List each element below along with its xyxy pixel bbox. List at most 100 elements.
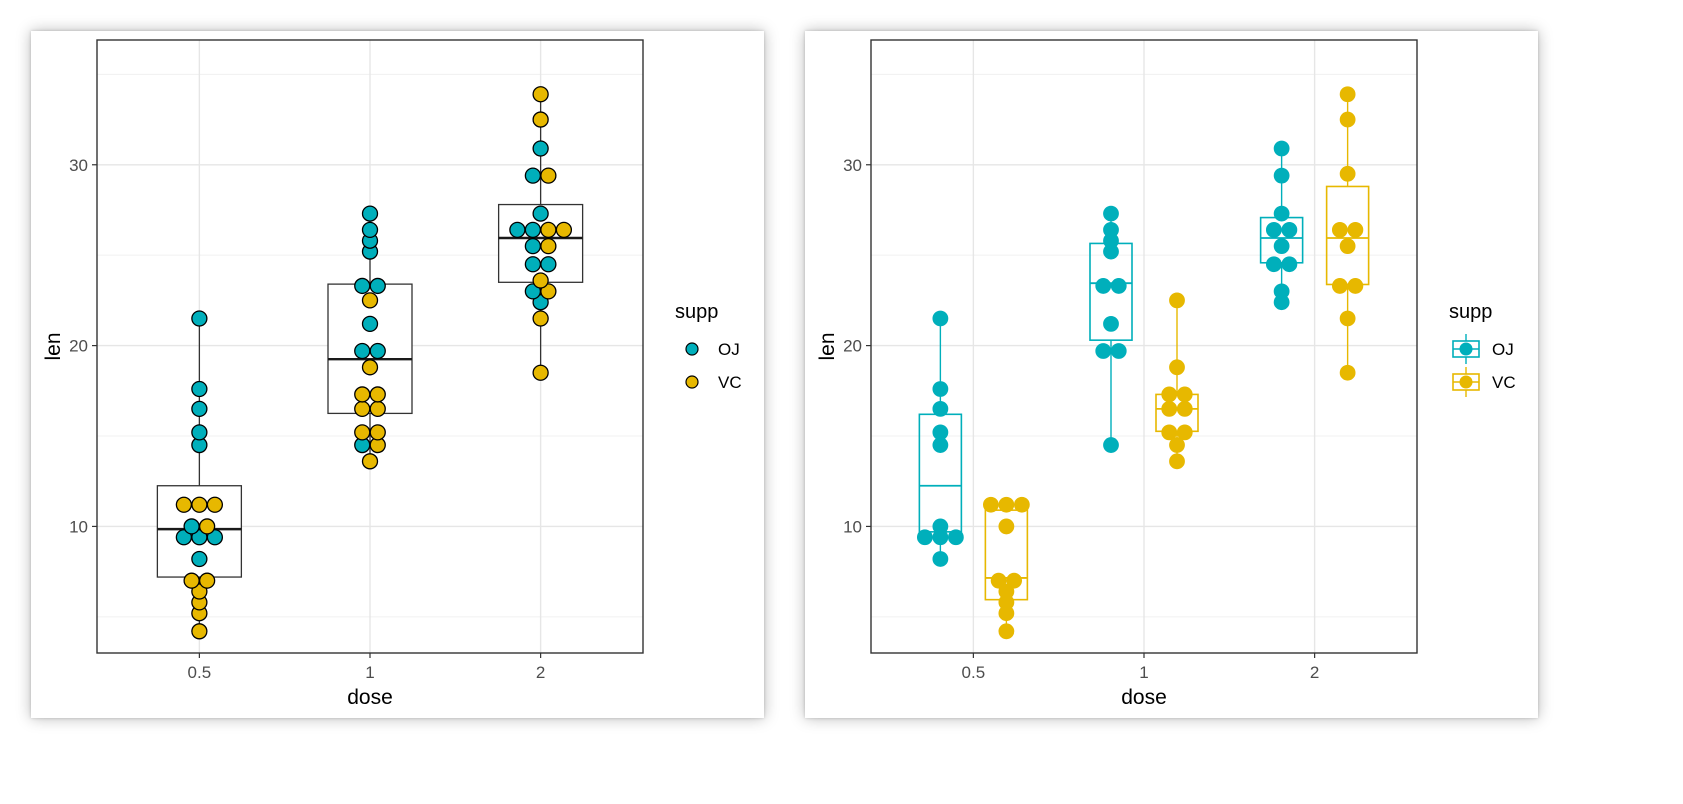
point-OJ-0.5 (191, 400, 208, 418)
point-VC-0.5 (1013, 496, 1030, 513)
legend-label-VC: VC (718, 373, 742, 392)
x-tick-label: 2 (536, 663, 545, 682)
legend-key-OJ (685, 342, 699, 356)
point-VC-0.5 (998, 518, 1015, 535)
point-VC-2 (1331, 278, 1348, 294)
legend-title: supp (1449, 301, 1492, 323)
point-OJ-2 (1273, 205, 1290, 222)
box (1155, 393, 1199, 433)
point-VC-2 (532, 86, 549, 103)
point-OJ-1 (361, 221, 379, 239)
y-axis-title: len (42, 332, 65, 360)
point-VC-2 (532, 310, 549, 327)
boxplot-2 (497, 94, 584, 373)
point-VC-0.5 (1006, 572, 1023, 589)
point-OJ-2 (1273, 238, 1290, 255)
point-VC-1 (369, 400, 386, 418)
point-VC-0.5 (175, 496, 193, 513)
point-VC-2 (555, 221, 573, 239)
point-VC-1 (1161, 424, 1178, 441)
point-VC-2 (532, 364, 549, 381)
point-VC-1 (1161, 400, 1178, 417)
point-VC-2 (532, 111, 549, 128)
point-OJ-2 (524, 237, 542, 255)
y-tick-label: 10 (69, 517, 88, 536)
point-VC-2 (540, 221, 557, 239)
point-VC-0.5 (198, 572, 216, 589)
y-tick-label: 30 (69, 156, 88, 175)
point-OJ-2 (509, 221, 526, 239)
point-VC-0.5 (191, 623, 208, 640)
y-axis-title: len (816, 332, 839, 360)
point-VC-1 (369, 424, 386, 441)
point-OJ-1 (1103, 315, 1119, 332)
point-VC-1 (1169, 292, 1185, 309)
point-VC-0.5 (198, 518, 216, 535)
legend-label-VC: VC (1492, 373, 1516, 392)
point-VC-1 (361, 453, 379, 470)
point-OJ-1 (1095, 343, 1112, 359)
legend-key-OJ (1459, 342, 1473, 356)
point-OJ-2 (532, 140, 549, 157)
point-OJ-0.5 (932, 310, 949, 327)
point-VC-1 (1176, 386, 1193, 403)
point-OJ-1 (361, 205, 379, 222)
point-OJ-2 (1281, 256, 1298, 273)
legend-label-OJ: OJ (1492, 340, 1514, 359)
point-VC-2 (1339, 165, 1356, 182)
point-OJ-0.5 (191, 380, 208, 398)
point-OJ-2 (1273, 167, 1290, 184)
point-OJ-2 (540, 256, 557, 273)
point-OJ-0.5 (183, 518, 200, 535)
legend-key-VC (685, 375, 699, 389)
point-OJ-2 (524, 221, 542, 239)
point-OJ-2 (1265, 221, 1282, 238)
point-VC-0.5 (998, 496, 1015, 513)
point-OJ-2 (532, 205, 549, 222)
point-OJ-2 (1273, 140, 1290, 157)
point-OJ-0.5 (947, 529, 964, 546)
point-VC-2 (1339, 86, 1356, 103)
point-OJ-1 (361, 315, 379, 333)
point-OJ-2 (1281, 221, 1298, 238)
point-OJ-1 (1103, 221, 1119, 238)
point-OJ-1 (1103, 437, 1119, 453)
y-tick-label: 20 (69, 337, 88, 356)
x-tick-label: 1 (1139, 663, 1148, 682)
point-VC-2 (540, 237, 557, 255)
point-OJ-0.5 (932, 424, 949, 441)
legend-key-VC (1459, 375, 1473, 389)
point-VC-2 (1339, 364, 1356, 381)
point-VC-2 (540, 167, 557, 184)
x-tick-label: 2 (1310, 663, 1319, 682)
point-OJ-2 (1273, 283, 1290, 300)
x-axis-title: dose (1121, 686, 1167, 709)
point-OJ-0.5 (932, 518, 949, 535)
point-OJ-0.5 (916, 529, 933, 546)
y-tick-label: 30 (843, 156, 862, 175)
point-OJ-0.5 (191, 310, 208, 327)
point-VC-1 (1161, 386, 1178, 403)
point-OJ-0.5 (191, 550, 208, 568)
point-VC-1 (354, 424, 371, 441)
box (497, 203, 584, 283)
x-tick-label: 0.5 (188, 663, 212, 682)
point-OJ-1 (1110, 278, 1127, 294)
chart-panel-right: 10 20 30 0.5 1 2 dose len supp OJ VC (805, 31, 1538, 718)
point-VC-2 (1331, 221, 1348, 238)
legend-label-OJ: OJ (718, 340, 740, 359)
x-tick-label: 1 (365, 663, 374, 682)
point-VC-1 (1176, 424, 1193, 441)
point-VC-2 (532, 272, 549, 289)
point-VC-0.5 (982, 496, 999, 513)
x-axis-title: dose (347, 686, 393, 709)
point-VC-0.5 (990, 572, 1007, 589)
chart-panel-left: 10 20 30 0.5 1 2 dose len supp OJ VC (31, 31, 764, 718)
point-VC-0.5 (206, 496, 224, 513)
point-VC-0.5 (183, 572, 200, 589)
point-OJ-0.5 (191, 424, 208, 441)
point-OJ-1 (369, 342, 386, 360)
point-OJ-0.5 (932, 551, 949, 567)
